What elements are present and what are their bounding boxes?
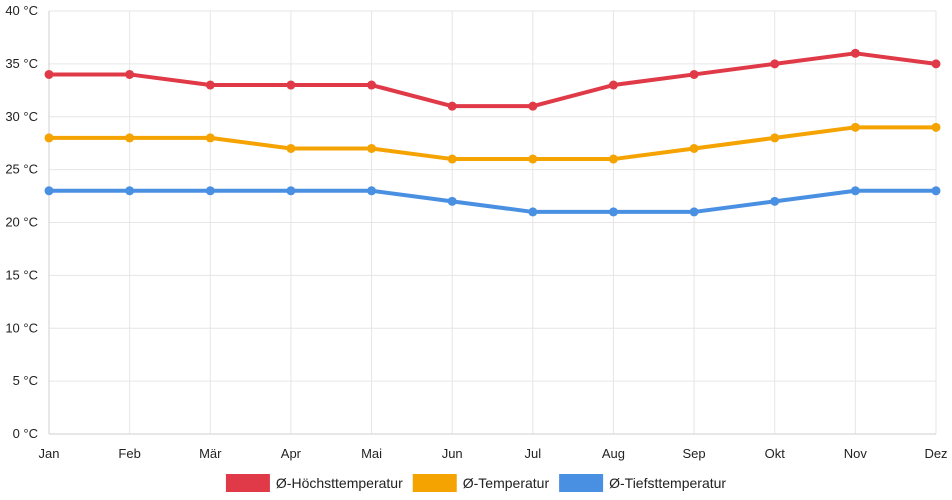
data-point	[931, 186, 941, 196]
data-point	[286, 186, 296, 196]
data-point	[367, 80, 377, 90]
y-tick-label: 25 °C	[5, 162, 38, 177]
y-tick-label: 5 °C	[13, 373, 38, 388]
series-0	[44, 48, 941, 111]
data-point	[44, 186, 54, 196]
legend-label: Ø-Temperatur	[463, 475, 550, 491]
data-point	[125, 133, 135, 143]
data-point	[608, 207, 618, 217]
data-point	[205, 133, 215, 143]
data-point	[528, 154, 538, 164]
data-point	[447, 196, 457, 206]
y-tick-label: 20 °C	[5, 215, 38, 230]
y-tick-label: 10 °C	[5, 320, 38, 335]
y-tick-label: 0 °C	[13, 426, 38, 441]
x-axis-tick-labels: Jan Feb Mär Apr Mai Jun Jul Aug Sep Okt Nov Dez	[39, 446, 948, 461]
data-point	[770, 59, 780, 69]
x-tick-label: Jul	[525, 446, 542, 461]
series-line	[47, 51, 938, 109]
data-point	[689, 69, 699, 79]
data-point	[367, 186, 377, 196]
legend-item[interactable]: Ø-Höchsttemperatur	[225, 474, 403, 492]
x-tick-label: Jan	[39, 446, 60, 461]
x-tick-label: Aug	[602, 446, 625, 461]
x-tick-label: Sep	[683, 446, 706, 461]
x-tick-label: Mär	[199, 446, 222, 461]
x-tick-label: Dez	[924, 446, 947, 461]
data-point	[447, 101, 457, 111]
y-tick-label: 35 °C	[5, 56, 38, 71]
x-tick-label: Mai	[361, 446, 382, 461]
x-tick-label: Apr	[281, 446, 302, 461]
series-line	[47, 125, 938, 162]
data-point	[286, 143, 296, 153]
x-tick-label: Jun	[442, 446, 463, 461]
grid	[48, 10, 937, 435]
data-point	[125, 69, 135, 79]
data-point	[689, 207, 699, 217]
legend-item[interactable]: Ø-Temperatur	[412, 474, 550, 492]
data-point	[770, 196, 780, 206]
data-point	[608, 154, 618, 164]
data-point	[286, 80, 296, 90]
data-point	[528, 101, 538, 111]
data-point	[447, 154, 457, 164]
series-line	[47, 188, 938, 214]
legend: Ø-Höchsttemperatur Ø-Temperatur Ø-Tiefstte…	[225, 474, 726, 492]
legend-swatch	[412, 474, 457, 492]
series-2	[44, 186, 941, 217]
legend-label: Ø-Höchsttemperatur	[276, 475, 403, 491]
legend-swatch	[225, 474, 270, 492]
data-point	[125, 186, 135, 196]
data-point	[931, 59, 941, 69]
data-point	[850, 122, 860, 132]
x-tick-label: Feb	[118, 446, 140, 461]
data-point	[367, 143, 377, 153]
data-point	[850, 48, 860, 58]
y-tick-label: 15 °C	[5, 267, 38, 282]
data-point	[205, 186, 215, 196]
legend-label: Ø-Tiefsttemperatur	[609, 475, 726, 491]
series-1	[44, 122, 941, 164]
x-tick-label: Okt	[765, 446, 786, 461]
data-point	[931, 122, 941, 132]
data-point	[44, 133, 54, 143]
data-point	[205, 80, 215, 90]
data-point	[689, 143, 699, 153]
y-axis-tick-labels: 0 °C 5 °C 10 °C 15 °C 20 °C 25 °C 30 °C 35 °C 40…	[5, 3, 38, 441]
series-lines	[44, 48, 941, 217]
data-point	[44, 69, 54, 79]
y-tick-label: 40 °C	[5, 3, 38, 18]
data-point	[608, 80, 618, 90]
y-tick-label: 30 °C	[5, 109, 38, 124]
data-point	[850, 186, 860, 196]
legend-swatch	[559, 474, 604, 492]
legend-item[interactable]: Ø-Tiefsttemperatur	[559, 474, 726, 492]
data-point	[770, 133, 780, 143]
data-point	[528, 207, 538, 217]
x-tick-label: Nov	[844, 446, 868, 461]
